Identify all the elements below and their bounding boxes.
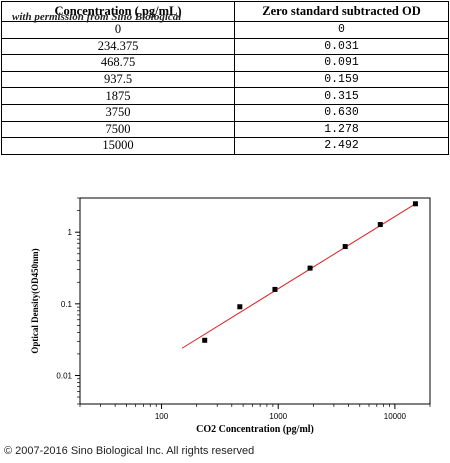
cell-od: 1.278 xyxy=(234,120,449,139)
standard-curve-chart: 100 1000 10000 0.01 0.1 1 CO2 Concentration (… xyxy=(30,197,431,435)
cell-concentration: 3750 xyxy=(1,103,235,122)
standard-curve-table: Concentration ( pg/mL) with permission f… xyxy=(1,1,449,155)
cell-od: 0.031 xyxy=(234,37,449,56)
y-tick-label: 1 xyxy=(68,228,73,237)
cell-concentration: 7500 xyxy=(1,120,235,139)
cell-concentration: 468.75 xyxy=(1,54,235,72)
cell-concentration: 15000 xyxy=(1,137,235,155)
cell-od: 0.315 xyxy=(234,87,449,105)
cell-od: 0.091 xyxy=(234,54,449,72)
fit-line xyxy=(181,203,416,349)
cell-od: 0 xyxy=(234,21,449,39)
copyright-footer: © 2007-2016 Sino Biological Inc. All rig… xyxy=(4,445,255,457)
table-row: 234.375 0.031 xyxy=(1,37,449,56)
table-row: 7500 1.278 xyxy=(1,120,449,139)
data-point xyxy=(237,304,243,310)
cell-od: 2.492 xyxy=(234,137,449,155)
fit-line-group xyxy=(181,203,416,349)
table-row: 468.75 0.091 xyxy=(1,54,449,72)
x-tick-label: 100 xyxy=(155,412,169,421)
y-tick-label: 0.1 xyxy=(61,300,73,309)
y-axis-label: Optical Density(OD450nm) xyxy=(30,248,40,353)
cell-od: 0.630 xyxy=(234,103,449,122)
x-axis-label: CO2 Concentration (pg/ml) xyxy=(196,424,314,435)
header-concentration: Concentration ( pg/mL) with permission f… xyxy=(1,1,235,23)
table-row: 1875 0.315 xyxy=(1,87,449,105)
cell-concentration: 234.375 xyxy=(1,37,235,56)
cell-concentration: 0 xyxy=(1,21,235,39)
x-tick-label: 1000 xyxy=(269,412,287,421)
cell-concentration: 1875 xyxy=(1,87,235,105)
table-header-row: Concentration ( pg/mL) with permission f… xyxy=(1,1,449,23)
axis-ticks: 100 1000 10000 0.01 0.1 1 xyxy=(56,197,431,421)
data-point xyxy=(202,337,208,343)
data-point xyxy=(272,286,278,292)
table-row: 937.5 0.159 xyxy=(1,70,449,89)
header-od: Zero standard subtracted OD xyxy=(234,1,449,22)
y-tick-label: 0.01 xyxy=(56,371,72,380)
data-point xyxy=(412,201,418,207)
plot-frame xyxy=(79,197,431,405)
cell-concentration: 937.5 xyxy=(1,70,235,89)
data-point xyxy=(342,244,348,250)
data-points xyxy=(202,201,418,343)
data-point xyxy=(307,265,313,271)
cell-od: 0.159 xyxy=(234,70,449,89)
data-point xyxy=(377,222,383,228)
table-row: 3750 0.630 xyxy=(1,103,449,122)
x-tick-label: 10000 xyxy=(384,412,407,421)
table-row: 15000 2.492 xyxy=(1,137,449,155)
